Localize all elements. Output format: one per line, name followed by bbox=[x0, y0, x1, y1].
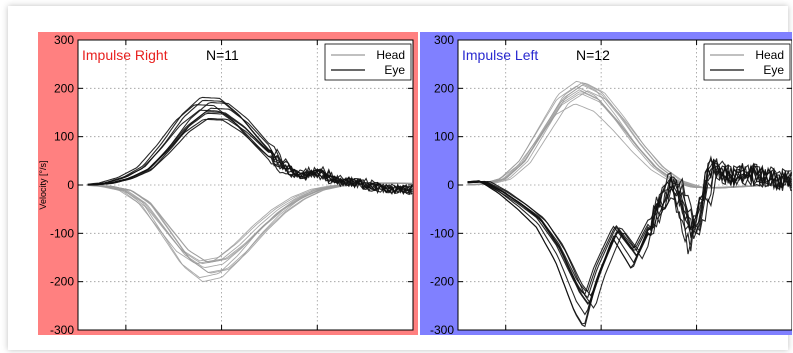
series-group bbox=[87, 96, 413, 282]
series-group bbox=[467, 80, 792, 328]
chart-panel-impulse-right: 0 100 200 300 -300 -200 -100 0 100 200 300 Velocity… bbox=[38, 32, 418, 335]
y-tick-label: -300 bbox=[430, 323, 454, 335]
y-tick-label: 100 bbox=[54, 130, 74, 144]
y-tick-label: 200 bbox=[434, 81, 454, 95]
y-tick-label: 200 bbox=[54, 81, 74, 95]
series-line-head bbox=[87, 182, 412, 264]
series-line-head bbox=[467, 103, 791, 188]
y-tick-label: -300 bbox=[50, 323, 74, 335]
y-tick-label: 0 bbox=[447, 178, 454, 192]
y-tick-label: -100 bbox=[430, 226, 454, 240]
x-tick-label: 100 bbox=[591, 333, 611, 335]
series-line-eye bbox=[87, 111, 412, 194]
series-line-eye bbox=[467, 164, 792, 304]
legend-box bbox=[703, 43, 791, 81]
chart-annotation: N=12 bbox=[576, 47, 610, 63]
chart-title: Impulse Left bbox=[462, 47, 538, 63]
plot-area bbox=[458, 40, 792, 330]
x-tick-label: 0 bbox=[123, 333, 130, 335]
legend-label-eye: Eye bbox=[763, 63, 784, 77]
x-tick-label: 200 bbox=[307, 333, 327, 335]
x-tick-label: 300 bbox=[782, 333, 792, 335]
legend-label-head: Head bbox=[755, 48, 784, 62]
y-tick-label: 100 bbox=[434, 130, 454, 144]
series-line-head bbox=[467, 84, 791, 189]
series-line-eye bbox=[87, 96, 413, 196]
legend-label-eye: Eye bbox=[384, 63, 405, 77]
series-line-eye bbox=[87, 107, 413, 195]
chart-panel-impulse-left: 0 100 200 300 -300 -200 -100 0 100 200 300 Impulse … bbox=[420, 32, 792, 335]
chart-title: Impulse Right bbox=[82, 47, 168, 63]
x-tick-label: 0 bbox=[502, 333, 509, 335]
y-tick-label: 300 bbox=[434, 33, 454, 47]
legend-label-head: Head bbox=[376, 48, 405, 62]
y-tick-label: 0 bbox=[67, 178, 74, 192]
y-tick-label: -200 bbox=[430, 275, 454, 289]
y-tick-label: -100 bbox=[50, 226, 74, 240]
y-axis-label: Velocity [°/s] bbox=[38, 160, 48, 209]
y-tick-label: -200 bbox=[50, 275, 74, 289]
chart-annotation: N=11 bbox=[206, 47, 239, 63]
series-line-eye bbox=[467, 158, 792, 328]
x-tick-label: 300 bbox=[403, 333, 418, 335]
series-line-eye bbox=[467, 162, 792, 309]
y-tick-label: 300 bbox=[54, 33, 74, 47]
legend-box bbox=[324, 43, 412, 81]
series-line-eye bbox=[467, 158, 792, 316]
x-tick-label: 100 bbox=[212, 333, 232, 335]
x-tick-label: 200 bbox=[687, 333, 707, 335]
